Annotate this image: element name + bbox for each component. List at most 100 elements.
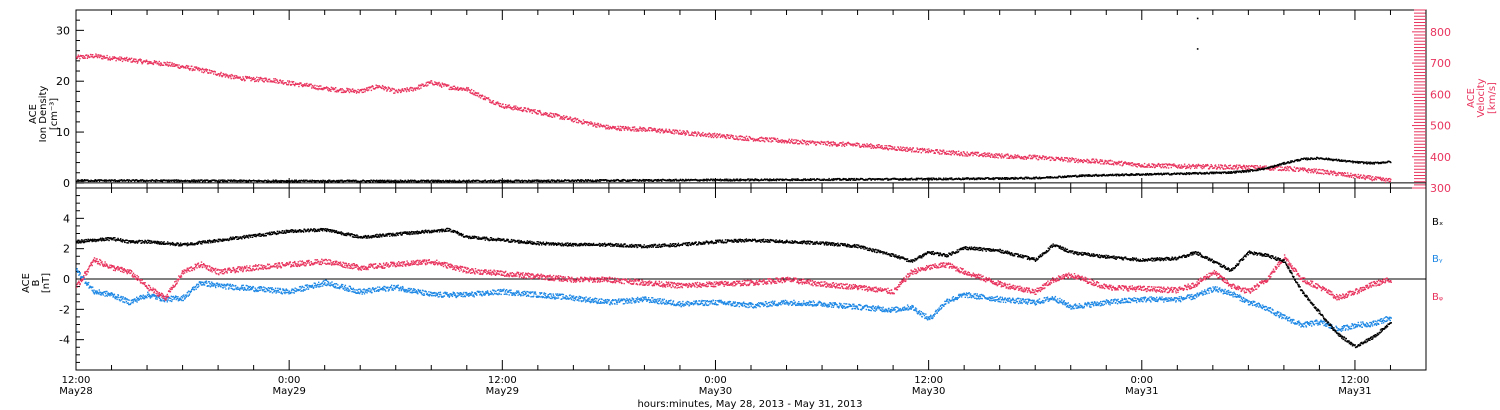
density-series-point: [531, 179, 533, 181]
velocity-series-point: [1246, 166, 1248, 168]
velocity-series-point: [481, 95, 483, 98]
density-series-point: [491, 180, 493, 182]
velocity-series-point: [912, 147, 914, 149]
density-series-point: [394, 181, 397, 183]
velocity-series-point: [332, 87, 334, 89]
velocity-series-point: [102, 55, 104, 57]
velocity-series-point: [792, 142, 794, 144]
velocity-series-point: [514, 107, 516, 109]
velocity-series-point: [1038, 155, 1041, 157]
velocity-series-point: [112, 56, 114, 58]
density-series-point: [326, 181, 328, 183]
velocity-series-point: [258, 77, 260, 79]
velocity-series-point: [636, 130, 638, 132]
velocity-series-point: [419, 85, 421, 87]
velocity-series-point: [393, 92, 395, 94]
velocity-series-point: [703, 134, 705, 137]
velocity-series-point: [621, 127, 624, 129]
velocity-series-point: [1061, 157, 1063, 159]
velocity-series-point: [1159, 164, 1162, 166]
velocity-series-point: [126, 59, 128, 61]
velocity-series-point: [1138, 164, 1140, 167]
velocity-series-point: [401, 89, 403, 91]
velocity-series-point: [1121, 160, 1123, 163]
velocity-series-point: [1244, 166, 1246, 168]
velocity-series-point: [792, 139, 795, 141]
velocity-series-point: [1231, 168, 1234, 170]
velocity-series-point: [776, 137, 779, 140]
velocity-series-point: [470, 92, 472, 94]
velocity-series-point: [867, 145, 870, 147]
velocity-series-point: [547, 115, 549, 117]
velocity-series-point: [353, 89, 355, 92]
velocity-series-point: [606, 127, 608, 129]
velocity-series-point: [516, 106, 519, 109]
velocity-series-point: [169, 61, 171, 64]
velocity-series-point: [1188, 166, 1191, 168]
density-series-point: [219, 180, 221, 183]
velocity-series-point: [1027, 157, 1030, 159]
velocity-series-point: [1009, 155, 1011, 158]
velocity-series-point: [281, 82, 284, 84]
velocity-series-point: [1353, 174, 1355, 176]
density-series-point: [517, 180, 519, 182]
velocity-series-point: [987, 154, 990, 156]
velocity-series-point: [926, 148, 928, 151]
velocity-series-point: [435, 83, 438, 85]
velocity-series-point: [1173, 163, 1175, 165]
velocity-series-point: [639, 127, 642, 129]
velocity-series-point: [159, 64, 162, 67]
velocity-series-point: [822, 143, 824, 145]
velocity-series-point: [1101, 160, 1104, 162]
density-series-point: [241, 179, 243, 182]
velocity-series-point: [939, 149, 941, 151]
density-series-point: [580, 180, 583, 183]
density-series-point: [274, 180, 276, 182]
velocity-series-point: [737, 138, 740, 141]
velocity-series-point: [616, 128, 619, 130]
velocity-series-point: [778, 141, 780, 143]
velocity-series-point: [644, 130, 646, 132]
velocity-series-point: [621, 126, 623, 128]
velocity-series-point: [1237, 166, 1240, 169]
velocity-series-point: [287, 80, 289, 82]
velocity-series-point: [1311, 170, 1313, 172]
velocity-series-point: [1104, 161, 1106, 163]
density-series-point: [104, 179, 107, 182]
velocity-series-point: [1315, 169, 1317, 171]
velocity-series-point: [522, 110, 524, 113]
velocity-series-point: [855, 145, 857, 147]
velocity-series-point: [856, 144, 858, 147]
velocity-series-point: [1077, 161, 1079, 164]
velocity-series-point: [1216, 168, 1218, 170]
velocity-series-point: [1115, 161, 1118, 164]
velocity-series-point: [514, 108, 516, 110]
velocity-series-point: [401, 88, 403, 90]
velocity-series-point: [315, 88, 318, 90]
velocity-series-point: [94, 55, 97, 57]
density-series-point: [248, 179, 251, 181]
velocity-series-point: [1236, 164, 1238, 166]
velocity-series-point: [546, 113, 548, 115]
velocity-series-point: [434, 81, 436, 83]
density-series-point: [95, 179, 98, 182]
density-series-point: [474, 180, 476, 182]
velocity-series-point: [308, 85, 311, 87]
density-series-point: [351, 179, 353, 182]
velocity-series-point: [218, 73, 220, 75]
velocity-series-point: [221, 75, 223, 78]
velocity-series-point: [685, 132, 687, 134]
density-series-point: [921, 177, 923, 180]
velocity-series-point: [1070, 159, 1073, 161]
density-series-point: [1084, 175, 1086, 178]
density-series-point: [541, 181, 544, 183]
velocity-series-point: [624, 126, 627, 128]
velocity-series-point: [517, 107, 520, 109]
velocity-series-point: [446, 84, 448, 86]
density-series-point: [184, 180, 186, 183]
velocity-series-point: [952, 152, 954, 154]
velocity-series-point: [1087, 162, 1089, 164]
density-series-point: [435, 180, 438, 183]
velocity-series-point: [846, 144, 848, 146]
density-series-point: [417, 181, 419, 183]
